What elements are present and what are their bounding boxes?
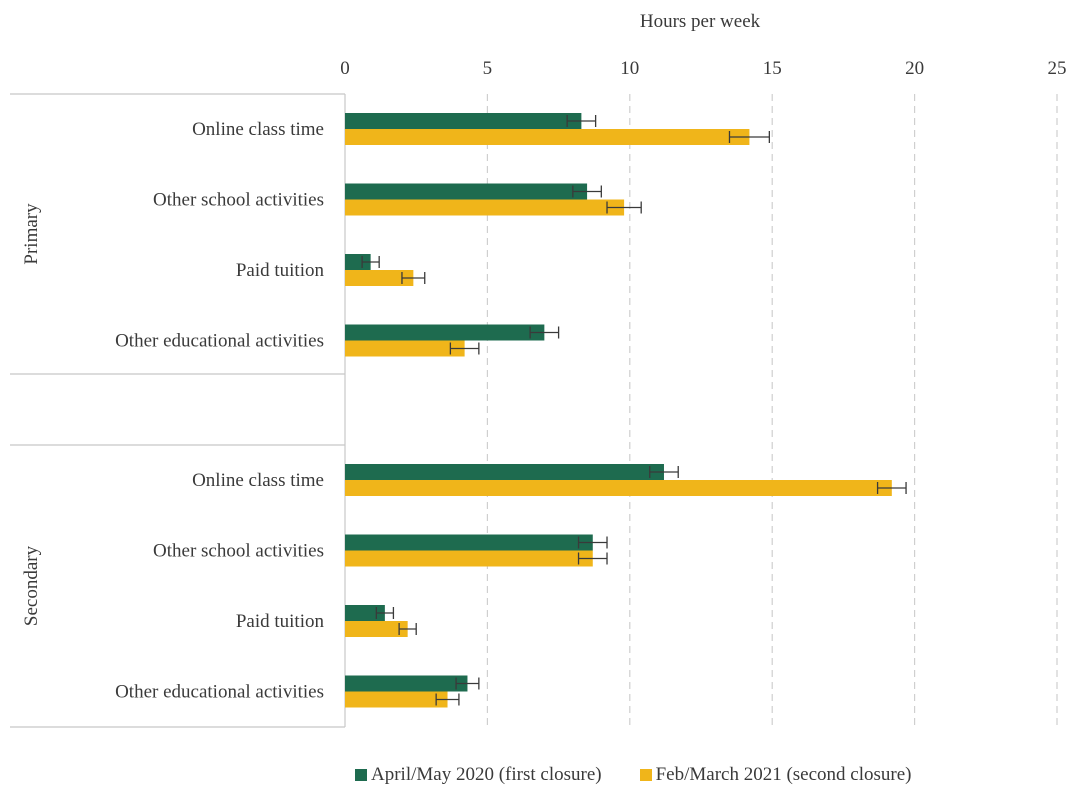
category-label: Other educational activities — [115, 682, 324, 703]
legend-item-second-closure: Feb/March 2021 (second closure) — [639, 764, 912, 786]
bar-first-closure — [345, 534, 593, 551]
legend-swatch-second — [639, 769, 652, 781]
x-tick-label: 0 — [340, 58, 350, 79]
bar-first-closure — [345, 605, 385, 621]
bar-first-closure — [345, 254, 371, 270]
bar-first-closure — [345, 675, 468, 692]
bar-first-closure — [345, 464, 664, 480]
legend: April/May 2020 (first closure) Feb/March… — [355, 764, 912, 786]
group-label: Secondary — [21, 545, 42, 626]
category-label: Online class time — [192, 119, 324, 140]
bar-second-closure — [345, 199, 625, 216]
x-tick-label: 20 — [905, 58, 924, 79]
category-label: Paid tuition — [236, 611, 325, 632]
bar-first-closure — [345, 324, 545, 341]
category-label: Other school activities — [153, 541, 324, 562]
bar-second-closure — [345, 691, 448, 708]
group-labels: Primary Secondary — [21, 203, 42, 626]
bar-second-closure — [345, 270, 414, 286]
x-tick-label: 10 — [620, 58, 639, 79]
category-label: Other school activities — [153, 190, 324, 211]
bar-second-closure — [345, 550, 593, 567]
x-tick-label: 5 — [483, 58, 493, 79]
x-tick-label: 15 — [763, 58, 782, 79]
bar-second-closure — [345, 480, 892, 496]
bar-second-closure — [345, 340, 465, 357]
bar-first-closure — [345, 113, 582, 129]
gridlines — [486, 94, 1058, 727]
bar-second-closure — [345, 621, 408, 637]
bar-first-closure — [345, 183, 588, 200]
legend-item-first-closure: April/May 2020 (first closure) — [355, 764, 602, 786]
category-label: Other educational activities — [115, 331, 324, 352]
legend-label-second: Feb/March 2021 (second closure) — [655, 764, 912, 785]
category-label: Paid tuition — [236, 260, 325, 281]
bars — [345, 113, 907, 708]
category-labels: Online class time Other school activities… — [115, 119, 324, 703]
x-axis-ticks: 0 5 10 15 20 25 — [340, 58, 1066, 79]
x-tick-label: 25 — [1048, 58, 1067, 79]
x-axis-title: Hours per week — [640, 11, 761, 32]
bar-second-closure — [345, 129, 750, 145]
category-label: Online class time — [192, 470, 324, 491]
group-label: Primary — [21, 203, 42, 265]
legend-swatch-first — [355, 769, 367, 781]
legend-label-first: April/May 2020 (first closure) — [371, 764, 602, 785]
